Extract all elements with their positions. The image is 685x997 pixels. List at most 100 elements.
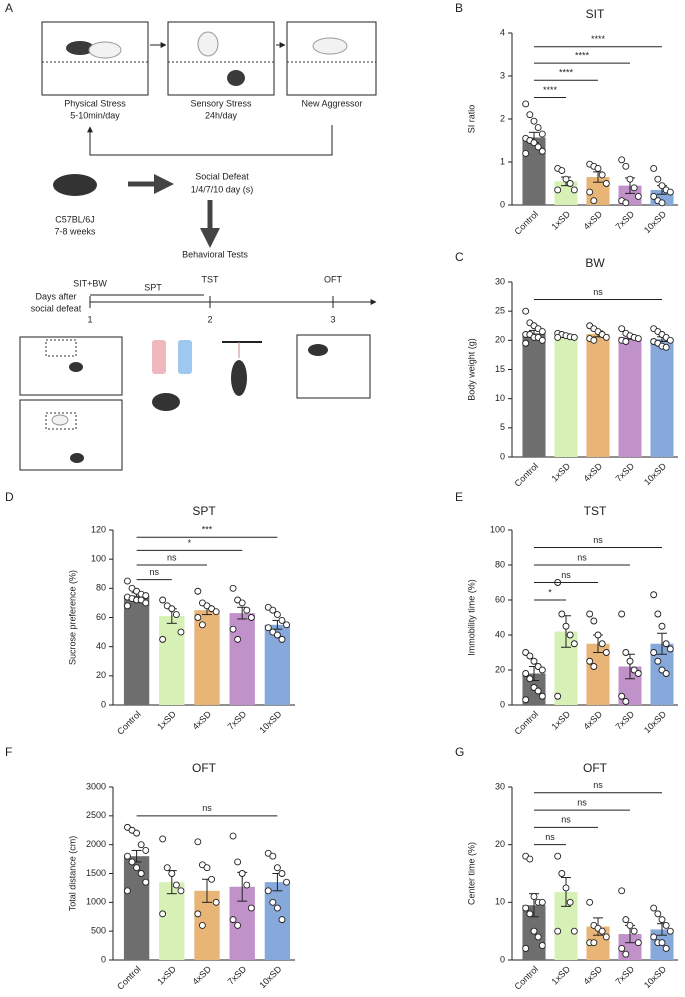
data-point [142, 592, 150, 600]
x-tick-label: Control [115, 709, 143, 737]
data-point [590, 336, 598, 344]
data-point [622, 162, 630, 170]
loop-arrow [87, 125, 333, 156]
data-point [618, 945, 626, 952]
data-point [622, 649, 630, 656]
data-point [538, 336, 546, 344]
x-tick-label: 7xSD [613, 709, 636, 732]
cage-box [45, 412, 77, 430]
data-point [283, 621, 291, 629]
data-point [123, 577, 131, 585]
y-axis-label: Sucrose preference (%) [67, 570, 77, 665]
error-bar [657, 632, 667, 655]
y-tick-label: 3000 [86, 781, 106, 791]
data-point [558, 870, 566, 877]
data-point [123, 887, 131, 895]
x-tick-label: 7xSD [613, 461, 636, 484]
data-point [586, 898, 594, 906]
panel-a: A Physical Stress 5-10min/day Sensory St… [5, 1, 377, 471]
x-tick-label: 4xSD [581, 461, 604, 484]
data-point [650, 192, 658, 200]
defeat-label: Social Defeat [195, 171, 249, 181]
data-point [566, 898, 574, 906]
mouse-icon [227, 70, 245, 86]
y-tick-label: 30 [495, 781, 505, 791]
data-point [159, 835, 167, 843]
data-point [526, 855, 534, 863]
data-point [654, 175, 662, 183]
data-point [598, 927, 606, 935]
data-point [586, 657, 594, 665]
data-point [522, 307, 530, 315]
data-point [530, 117, 538, 125]
data-point [273, 904, 281, 912]
significance-label: * [548, 587, 552, 597]
data-point [159, 596, 167, 604]
data-point [538, 942, 546, 950]
mouse-icon [70, 453, 84, 463]
x-tick-label: 4xSD [581, 964, 604, 987]
data-point [566, 631, 574, 639]
data-point [662, 921, 670, 929]
data-point [554, 186, 562, 194]
data-point [203, 864, 211, 872]
y-tick-label: 60 [495, 594, 505, 604]
x-tick-label: 10xSD [642, 964, 669, 991]
data-point [247, 614, 255, 621]
significance-label: **** [591, 34, 606, 44]
x-tick-label: 1xSD [549, 461, 572, 484]
data-point [168, 870, 176, 877]
data-point [538, 692, 546, 700]
y-tick-label: 10 [495, 393, 505, 403]
x-tick-label: Control [513, 709, 541, 737]
data-point [142, 878, 150, 886]
data-point [530, 139, 538, 147]
data-point [212, 608, 220, 616]
arena-box [296, 334, 371, 399]
data-point [264, 887, 272, 895]
data-point [538, 130, 546, 138]
data-point [522, 670, 530, 677]
test-label: TST [202, 274, 220, 284]
data-point [658, 622, 666, 630]
mouse-icon [53, 174, 97, 196]
data-point [269, 898, 277, 906]
data-point [658, 182, 666, 190]
significance-label: ns [149, 567, 159, 577]
x-tick-label: 10xSD [642, 209, 669, 236]
mouse-icon [66, 41, 94, 55]
data-point [650, 649, 658, 656]
data-point [590, 617, 598, 625]
data-point [630, 927, 638, 935]
stage-box [167, 21, 275, 96]
bar [554, 891, 578, 960]
y-tick-label: 0 [101, 699, 106, 709]
data-point [622, 338, 630, 345]
panel-letter: F [5, 745, 12, 759]
data-point [522, 904, 530, 912]
data-point [658, 939, 666, 947]
y-tick-label: 1000 [86, 897, 106, 907]
data-point [554, 333, 562, 341]
data-point [662, 640, 670, 648]
test-label: SPT [144, 282, 162, 292]
data-point [538, 666, 546, 674]
data-point [534, 933, 542, 941]
data-point [159, 910, 167, 918]
significance-label: ns [577, 552, 587, 562]
y-tick-label: 0 [500, 699, 505, 709]
data-point [598, 171, 606, 179]
chart-title: OFT [583, 761, 608, 775]
data-point [229, 832, 237, 840]
x-tick-label: 10xSD [257, 964, 284, 991]
chart-title: SPT [192, 504, 216, 518]
data-point [273, 611, 281, 619]
data-point [208, 875, 216, 883]
data-point [654, 910, 662, 918]
data-point [650, 933, 658, 941]
data-point [634, 335, 642, 343]
stage-box [41, 21, 149, 96]
day-label: 3 [330, 314, 335, 324]
x-tick-label: 1xSD [155, 964, 178, 987]
data-point [626, 657, 634, 665]
